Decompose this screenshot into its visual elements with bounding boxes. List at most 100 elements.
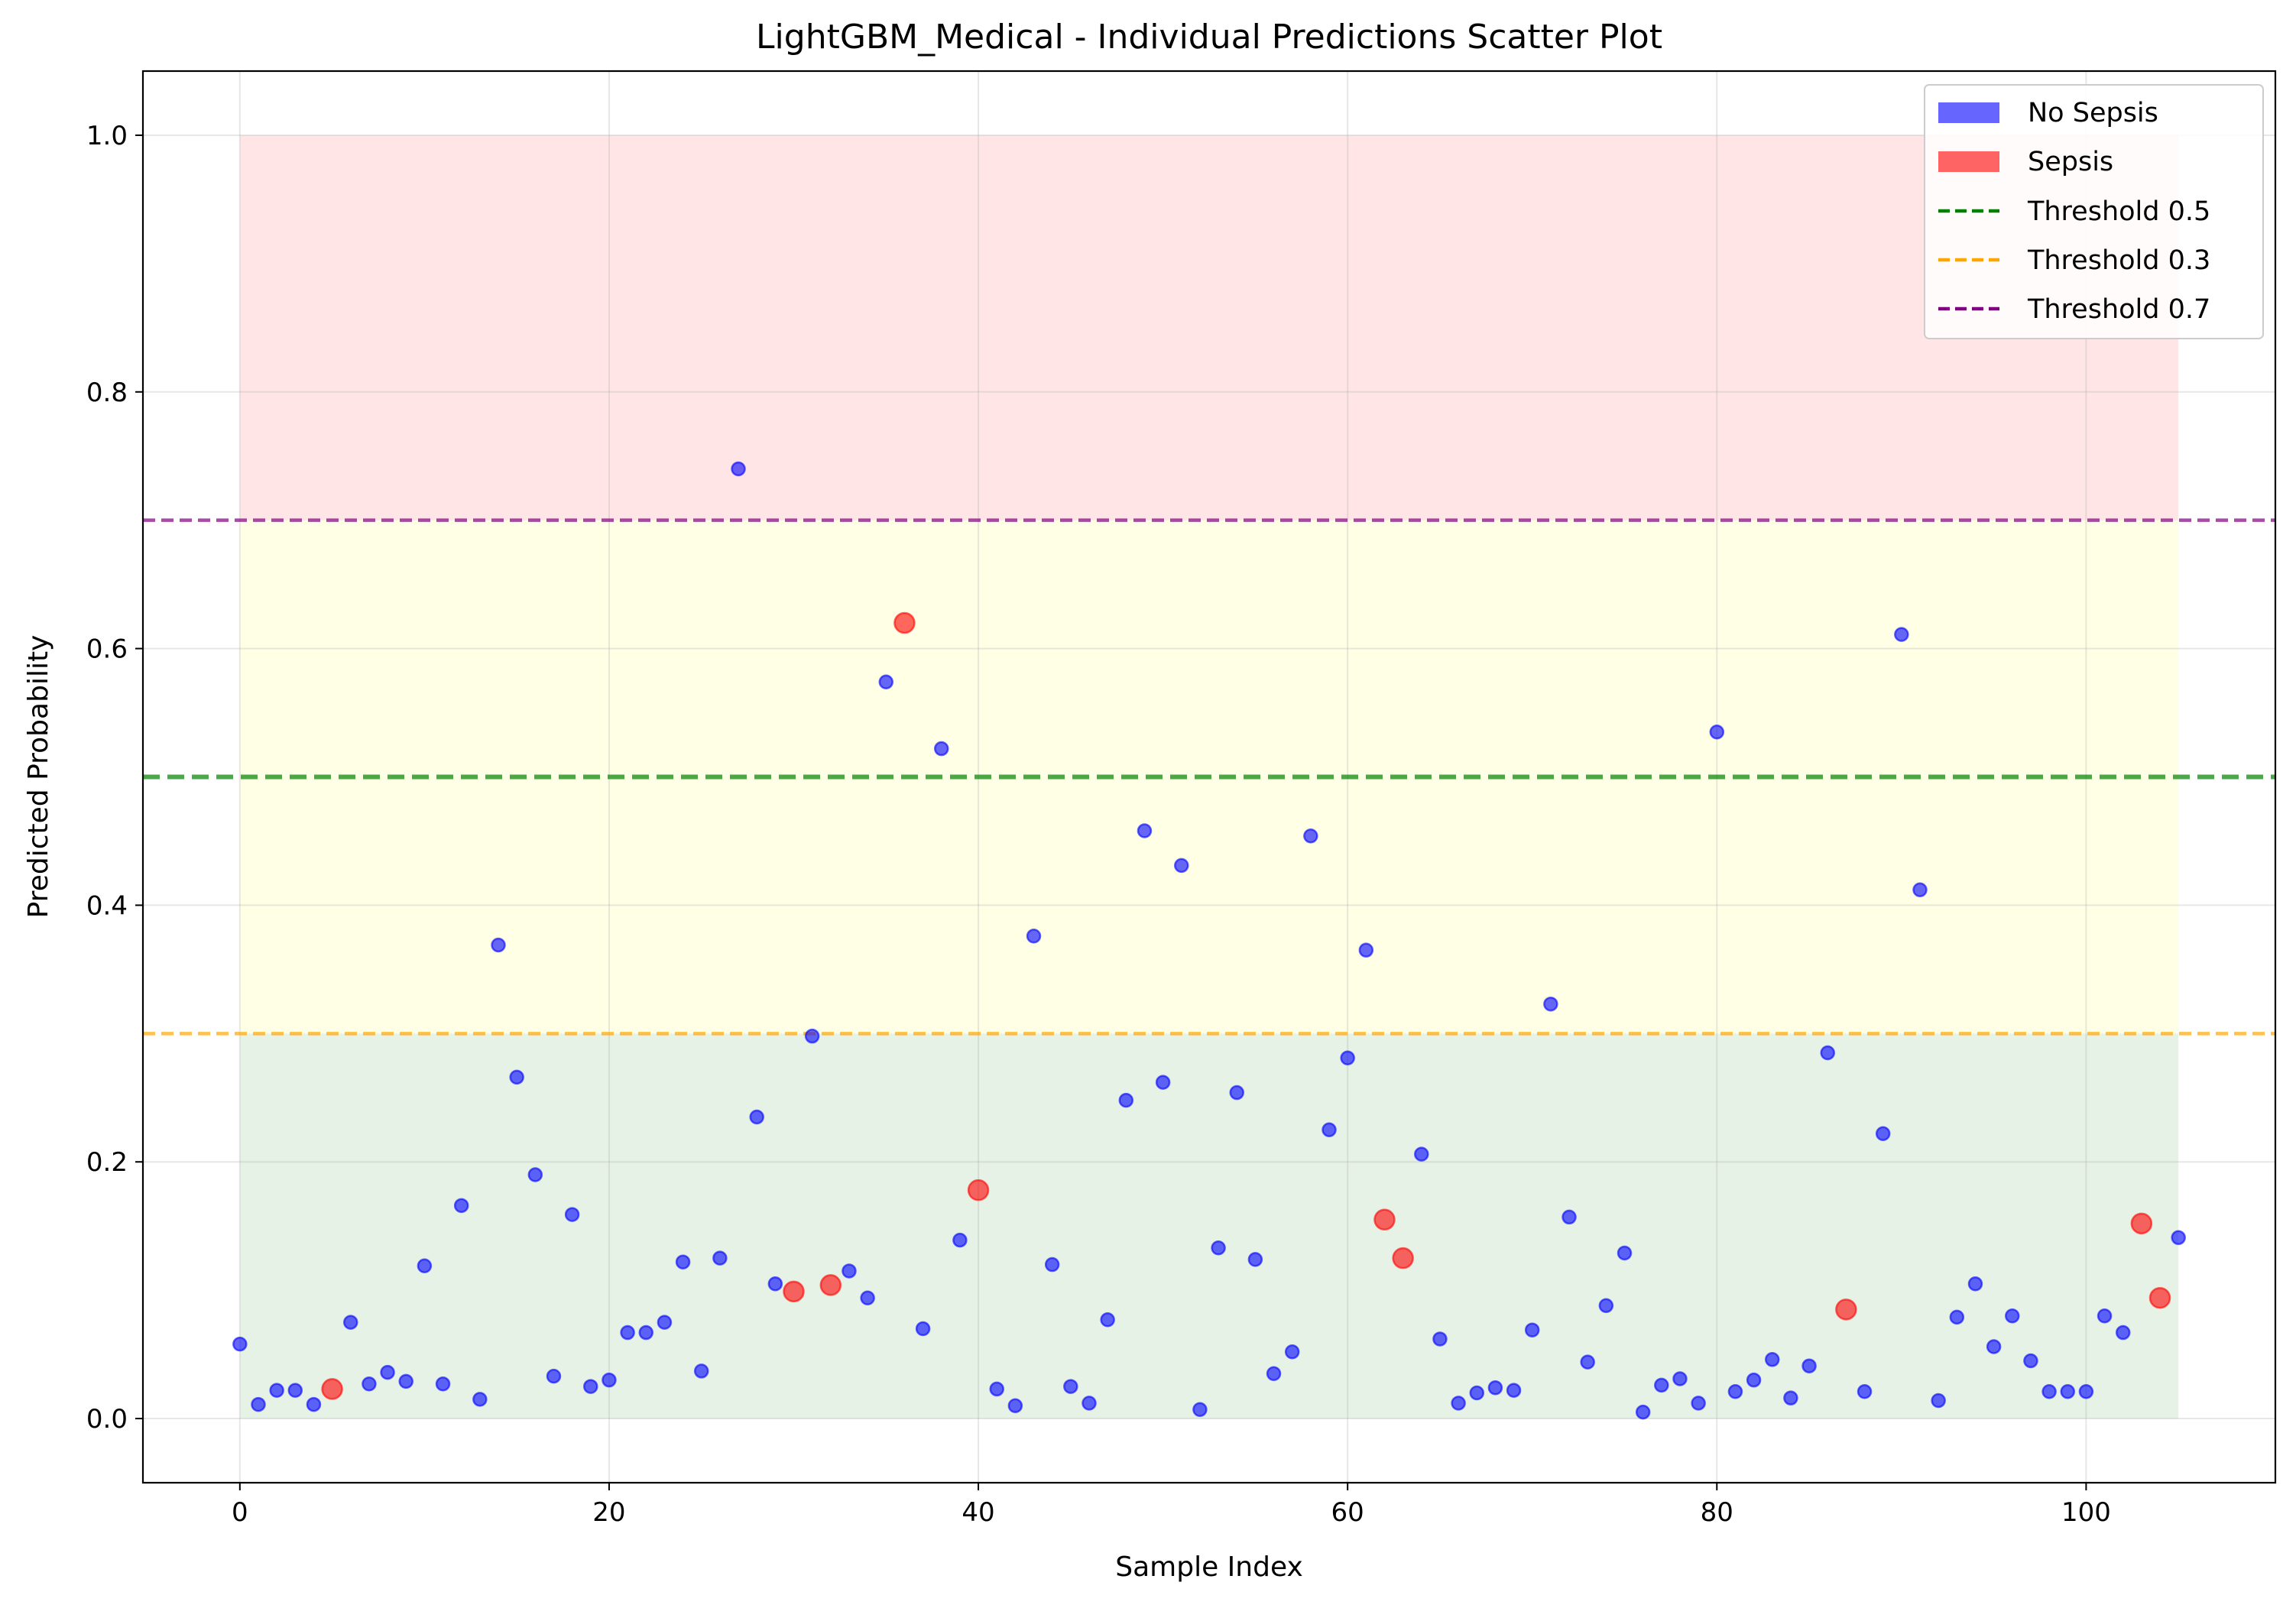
point-no-sepsis	[1617, 1245, 1633, 1261]
y-tick-label: 0.2	[86, 1147, 128, 1178]
point-no-sepsis	[1284, 1344, 1300, 1360]
point-no-sepsis	[860, 1290, 875, 1305]
point-sepsis	[1373, 1208, 1396, 1231]
point-no-sepsis	[952, 1232, 968, 1248]
legend-label-no-sepsis: No Sepsis	[2028, 98, 2158, 128]
point-no-sepsis	[1451, 1396, 1466, 1411]
point-no-sepsis	[2005, 1308, 2020, 1324]
x-tick-label: 60	[1331, 1497, 1364, 1528]
point-no-sepsis	[1487, 1380, 1503, 1396]
point-no-sepsis	[1635, 1404, 1651, 1420]
point-no-sepsis	[1543, 996, 1558, 1012]
point-sepsis	[893, 611, 916, 634]
point-no-sepsis	[269, 1383, 284, 1398]
point-no-sepsis	[1875, 1126, 1891, 1142]
point-no-sepsis	[1026, 928, 1042, 944]
legend-label-sepsis: Sepsis	[2028, 147, 2113, 177]
point-sepsis	[967, 1179, 990, 1201]
point-no-sepsis	[842, 1263, 857, 1279]
point-no-sepsis	[1211, 1240, 1226, 1256]
point-no-sepsis	[731, 461, 746, 477]
point-no-sepsis	[398, 1373, 413, 1389]
point-no-sepsis	[1469, 1385, 1485, 1401]
legend-label-threshold-03: Threshold 0.3	[2027, 245, 2210, 276]
point-no-sepsis	[343, 1315, 358, 1330]
point-no-sepsis	[1986, 1339, 2002, 1354]
point-no-sepsis	[1174, 858, 1189, 874]
point-no-sepsis	[804, 1028, 820, 1044]
y-axis-label: Predicted Probability	[23, 635, 54, 919]
x-tick-label: 0	[232, 1497, 248, 1528]
legend-swatch-sepsis	[1938, 151, 1999, 172]
point-sepsis	[2148, 1286, 2171, 1309]
legend-swatch-no-sepsis	[1938, 102, 1999, 123]
point-no-sepsis	[1894, 627, 1909, 642]
point-no-sepsis	[657, 1315, 673, 1330]
legend-box	[1924, 84, 2264, 339]
y-tick-label: 0.0	[86, 1404, 128, 1435]
point-no-sepsis	[1561, 1209, 1577, 1225]
point-no-sepsis	[1709, 724, 1725, 740]
point-no-sepsis	[380, 1364, 395, 1380]
y-tick-label: 0.8	[86, 378, 128, 408]
point-no-sepsis	[1340, 1050, 1355, 1065]
point-no-sepsis	[1303, 828, 1318, 844]
x-axis-ticks: 0 20 40 60 80 100	[232, 1483, 2111, 1528]
point-no-sepsis	[417, 1258, 433, 1273]
point-no-sepsis	[1007, 1398, 1023, 1414]
x-tick-label: 20	[592, 1497, 625, 1528]
point-no-sepsis	[1820, 1045, 1835, 1061]
point-no-sepsis	[602, 1372, 617, 1388]
point-no-sepsis	[1746, 1372, 1762, 1388]
x-tick-label: 100	[2061, 1497, 2111, 1528]
y-tick-label: 1.0	[86, 121, 128, 151]
point-no-sepsis	[546, 1368, 562, 1384]
zone-2	[239, 135, 2179, 520]
threshold-lines	[143, 518, 2275, 1036]
point-no-sepsis	[1082, 1396, 1097, 1411]
point-no-sepsis	[1580, 1354, 1595, 1370]
point-no-sepsis	[620, 1325, 635, 1341]
point-no-sepsis	[1801, 1358, 1817, 1373]
point-no-sepsis	[362, 1376, 377, 1392]
x-tick-label: 40	[962, 1497, 994, 1528]
point-no-sepsis	[1063, 1379, 1078, 1394]
zone-0	[239, 1033, 2179, 1419]
point-no-sepsis	[1783, 1390, 1798, 1406]
point-no-sepsis	[1137, 823, 1153, 838]
point-no-sepsis	[1044, 1256, 1060, 1273]
point-no-sepsis	[2060, 1384, 2075, 1399]
chart-title: LightGBM_Medical - Individual Prediction…	[756, 18, 1662, 57]
point-no-sepsis	[675, 1254, 691, 1269]
point-sepsis	[819, 1274, 842, 1296]
point-no-sepsis	[915, 1321, 931, 1337]
legend-label-threshold-07: Threshold 0.7	[2027, 294, 2210, 325]
point-no-sepsis	[1967, 1276, 1983, 1292]
y-tick-label: 0.6	[86, 634, 128, 665]
point-no-sepsis	[2041, 1384, 2057, 1399]
point-no-sepsis	[1727, 1384, 1743, 1399]
point-no-sepsis	[1100, 1312, 1115, 1328]
point-no-sepsis	[1432, 1331, 1448, 1347]
point-no-sepsis	[1765, 1352, 1780, 1367]
point-no-sepsis	[638, 1325, 653, 1341]
legend: No Sepsis Sepsis Threshold 0.5 Threshold…	[1924, 84, 2264, 339]
point-no-sepsis	[251, 1396, 266, 1412]
point-no-sepsis	[1654, 1377, 1669, 1393]
point-no-sepsis	[1192, 1402, 1208, 1418]
data-points	[232, 461, 2186, 1420]
point-no-sepsis	[1598, 1298, 1614, 1314]
point-sepsis	[783, 1280, 805, 1303]
point-no-sepsis	[1857, 1384, 1873, 1399]
point-no-sepsis	[306, 1396, 322, 1412]
point-no-sepsis	[2115, 1325, 2131, 1341]
x-tick-label: 80	[1701, 1497, 1733, 1528]
point-sepsis	[2130, 1212, 2153, 1235]
point-no-sepsis	[989, 1381, 1004, 1397]
point-no-sepsis	[1155, 1075, 1171, 1090]
point-no-sepsis	[693, 1363, 709, 1379]
point-no-sepsis	[933, 741, 949, 757]
point-no-sepsis	[232, 1336, 248, 1352]
point-no-sepsis	[1506, 1383, 1522, 1398]
point-no-sepsis	[2023, 1353, 2038, 1369]
